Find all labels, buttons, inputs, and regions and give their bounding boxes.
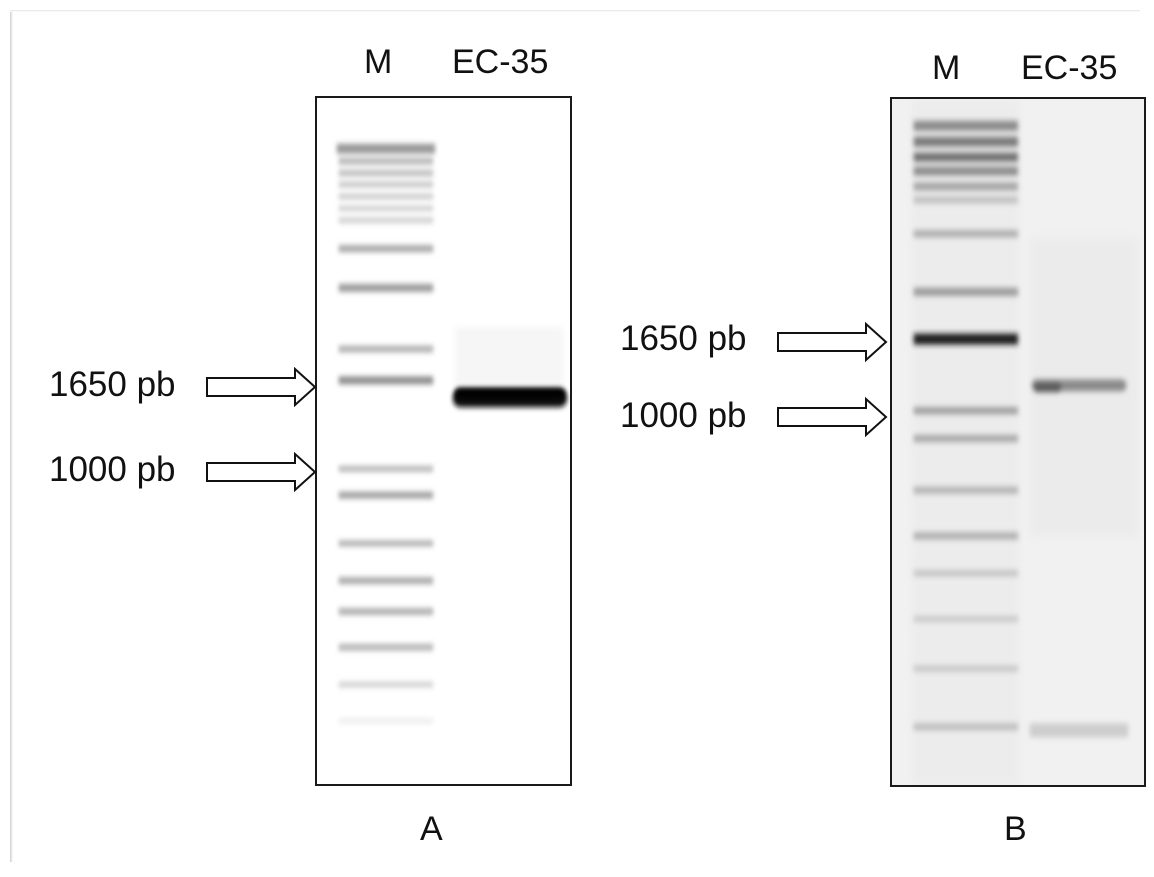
gel-b-marker-arrow-1650 <box>777 321 888 363</box>
gel-a-marker-label-1650: 1650 pb <box>49 365 176 404</box>
gel-a-sample-lane <box>452 326 568 408</box>
gel-b-image <box>890 97 1146 787</box>
gel-a-marker-arrow-1000 <box>206 451 317 493</box>
gel-a-lane-label-marker: M <box>364 43 393 81</box>
gel-a-ladder-lane <box>336 143 436 724</box>
page-edge-shadow <box>10 12 13 862</box>
gel-b-bands <box>911 99 1139 785</box>
gel-a-bands <box>336 143 568 724</box>
gel-b-marker-label-1650: 1650 pb <box>620 319 747 358</box>
gel-a-panel-letter: A <box>420 810 443 848</box>
gel-a-image <box>315 96 572 786</box>
gel-b-marker-label-1000: 1000 pb <box>620 396 747 435</box>
gel-b-ladder-lane <box>913 120 1018 731</box>
gel-b-sample-lane <box>1029 379 1129 738</box>
page-edge-shadow-top <box>10 10 1140 12</box>
gel-b-lane-label-marker: M <box>932 49 961 87</box>
gel-b-lane-label-sample: EC-35 <box>1021 49 1118 87</box>
gel-b-marker-arrow-1000 <box>777 396 888 438</box>
gel-a-marker-arrow-1650 <box>206 366 317 408</box>
gel-a-marker-label-1000: 1000 pb <box>49 450 176 489</box>
gel-b-panel-letter: B <box>1004 810 1027 848</box>
gel-a-lane-label-sample: EC-35 <box>452 43 549 81</box>
